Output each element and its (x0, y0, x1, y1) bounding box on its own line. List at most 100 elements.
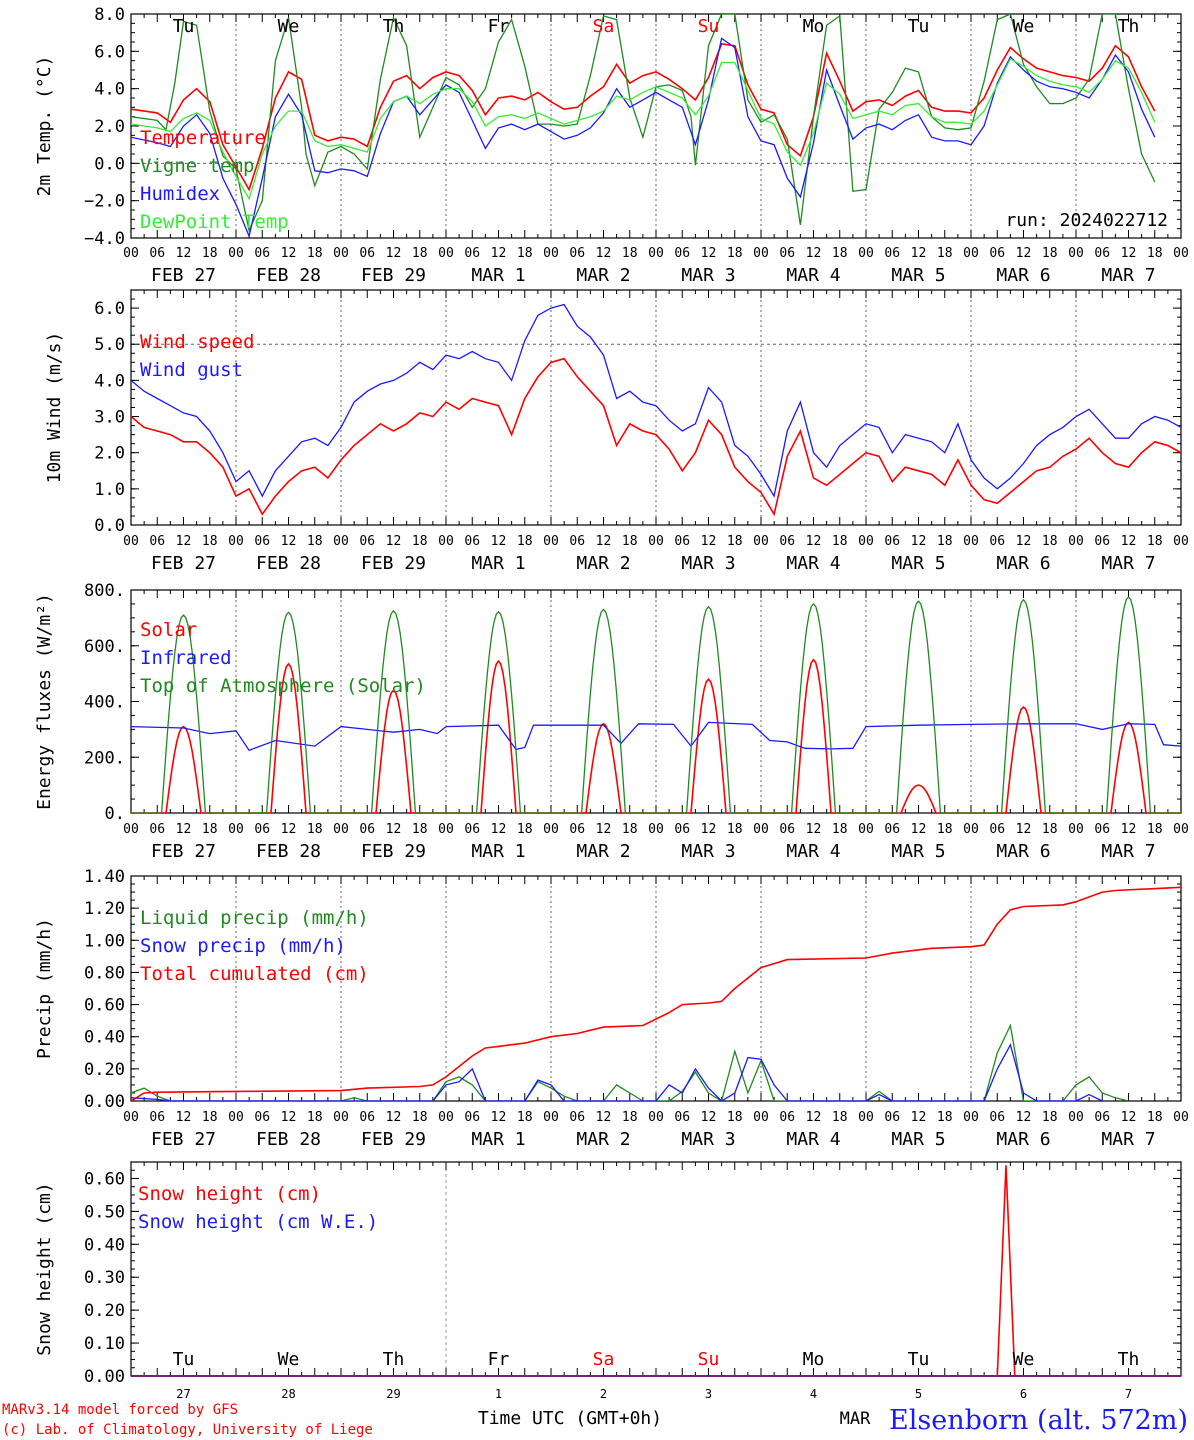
day-number: 28 (281, 1387, 295, 1401)
x-date-label: MAR 2 (576, 1129, 630, 1150)
x-hour-label: 00 (543, 822, 559, 837)
x-hour-label: 06 (149, 1110, 165, 1125)
x-hour-label: 00 (228, 1110, 244, 1125)
y-tick-label: 0.00 (84, 1367, 125, 1387)
temp-series-humidex (131, 37, 1156, 238)
x-hour-label: 18 (1147, 1110, 1163, 1125)
x-hour-label: 18 (727, 1110, 743, 1125)
x-hour-label: 00 (123, 246, 139, 261)
x-date-label: MAR 7 (1101, 553, 1155, 574)
x-date-label: MAR 1 (471, 1129, 525, 1150)
day-name: We (1013, 16, 1035, 37)
month-label: MAR (840, 1409, 871, 1429)
x-date-label: MAR 6 (996, 1129, 1050, 1150)
day-name: Mo (803, 1349, 825, 1370)
x-hour-label: 12 (176, 246, 192, 261)
x-hour-label: 18 (412, 534, 428, 549)
energy-ylabel: Energy fluxes (W/m²) (34, 593, 55, 810)
precip-legend-1: Snow precip (mm/h) (140, 935, 346, 957)
x-hour-label: 06 (1094, 822, 1110, 837)
x-date-label: MAR 3 (681, 265, 735, 286)
x-hour-label: 12 (386, 1110, 402, 1125)
x-hour-label: 06 (884, 1110, 900, 1125)
x-hour-label: 12 (596, 246, 612, 261)
x-hour-label: 18 (727, 534, 743, 549)
y-tick-label: 4.0 (94, 371, 125, 391)
x-hour-label: 12 (596, 822, 612, 837)
temp-panel: 8.0 6.0 4.0 2.0 0.0 −2.0 −4.0 2m Temp. (°C) 00 06… (34, 5, 1189, 286)
day-name: Th (1118, 16, 1140, 37)
x-hour-label: 06 (569, 822, 585, 837)
wind-legend-0: Wind speed (140, 331, 254, 353)
snow-legend-1: Snow height (cm W.E.) (138, 1211, 378, 1233)
temp-legend-2: Humidex (140, 183, 220, 205)
day-number: 4 (810, 1387, 817, 1401)
x-date-label: MAR 5 (891, 1129, 945, 1150)
x-date-label: MAR 4 (786, 1129, 840, 1150)
y-tick-label: 0.80 (84, 963, 125, 983)
x-date-label: MAR 2 (576, 553, 630, 574)
x-date-label: FEB 27 (151, 841, 216, 862)
x-hour-label: 06 (149, 534, 165, 549)
x-hour-label: 18 (727, 822, 743, 837)
y-tick-label: 200. (84, 748, 125, 768)
x-hour-label: 06 (149, 246, 165, 261)
x-hour-label: 00 (123, 822, 139, 837)
x-hour-label: 12 (176, 534, 192, 549)
x-hour-label: 12 (491, 246, 507, 261)
x-hour-label: 00 (438, 822, 454, 837)
x-hour-label: 12 (281, 822, 297, 837)
x-hour-label: 18 (1147, 534, 1163, 549)
energy-panel: 800. 600. 400. 200. 0. Energy fluxes (W/m²) 00… (34, 581, 1189, 862)
x-hour-label: 06 (674, 822, 690, 837)
x-hour-label: 00 (543, 534, 559, 549)
y-tick-label: 800. (84, 581, 125, 601)
x-hour-label: 06 (359, 246, 375, 261)
y-tick-label: 0.50 (84, 1202, 125, 1222)
x-hour-label: 12 (281, 246, 297, 261)
x-hour-label: 12 (806, 1110, 822, 1125)
y-tick-label: −4.0 (84, 229, 125, 249)
x-date-label: FEB 29 (361, 553, 426, 574)
x-hour-label: 18 (517, 1110, 533, 1125)
day-number: 1 (495, 1387, 502, 1401)
x-date-label: MAR 5 (891, 841, 945, 862)
y-tick-label: 600. (84, 637, 125, 657)
x-hour-label: 06 (884, 822, 900, 837)
x-hour-label: 18 (622, 1110, 638, 1125)
x-date-label: FEB 28 (256, 265, 321, 286)
y-tick-label: 0.20 (84, 1060, 125, 1080)
temp-series-vigne-temp (131, 14, 1156, 233)
day-number: 7 (1125, 1387, 1132, 1401)
temp-legend-0: Temperature (140, 127, 266, 149)
x-hour-label: 00 (228, 534, 244, 549)
x-date-label: MAR 5 (891, 265, 945, 286)
y-tick-label: 0.0 (94, 516, 125, 536)
x-hour-label: 06 (359, 534, 375, 549)
precip-series-total-cumulated-cm- (131, 886, 1181, 1101)
x-date-label: MAR 4 (786, 265, 840, 286)
energy-series-solar (131, 658, 1181, 813)
x-hour-label: 12 (281, 1110, 297, 1125)
x-hour-label: 12 (1121, 534, 1137, 549)
y-tick-label: 3.0 (94, 408, 125, 428)
x-hour-label: 18 (937, 822, 953, 837)
day-name: Mo (803, 16, 825, 37)
y-tick-label: 8.0 (94, 5, 125, 25)
x-hour-label: 18 (1042, 1110, 1058, 1125)
x-hour-label: 00 (648, 534, 664, 549)
x-hour-label: 06 (359, 822, 375, 837)
x-hour-label: 18 (412, 822, 428, 837)
day-number: 2 (600, 1387, 607, 1401)
day-name: Th (383, 16, 405, 37)
day-name: Sa (593, 16, 615, 37)
x-hour-label: 00 (1068, 246, 1084, 261)
wind-ylabel: 10m Wind (m/s) (44, 332, 65, 484)
x-hour-label: 06 (569, 246, 585, 261)
x-date-label: MAR 2 (576, 265, 630, 286)
x-hour-label: 12 (911, 822, 927, 837)
day-number: 29 (386, 1387, 400, 1401)
x-hour-label: 12 (491, 534, 507, 549)
snow-legend-0: Snow height (cm) (138, 1183, 321, 1205)
day-name: Sa (593, 1349, 615, 1370)
